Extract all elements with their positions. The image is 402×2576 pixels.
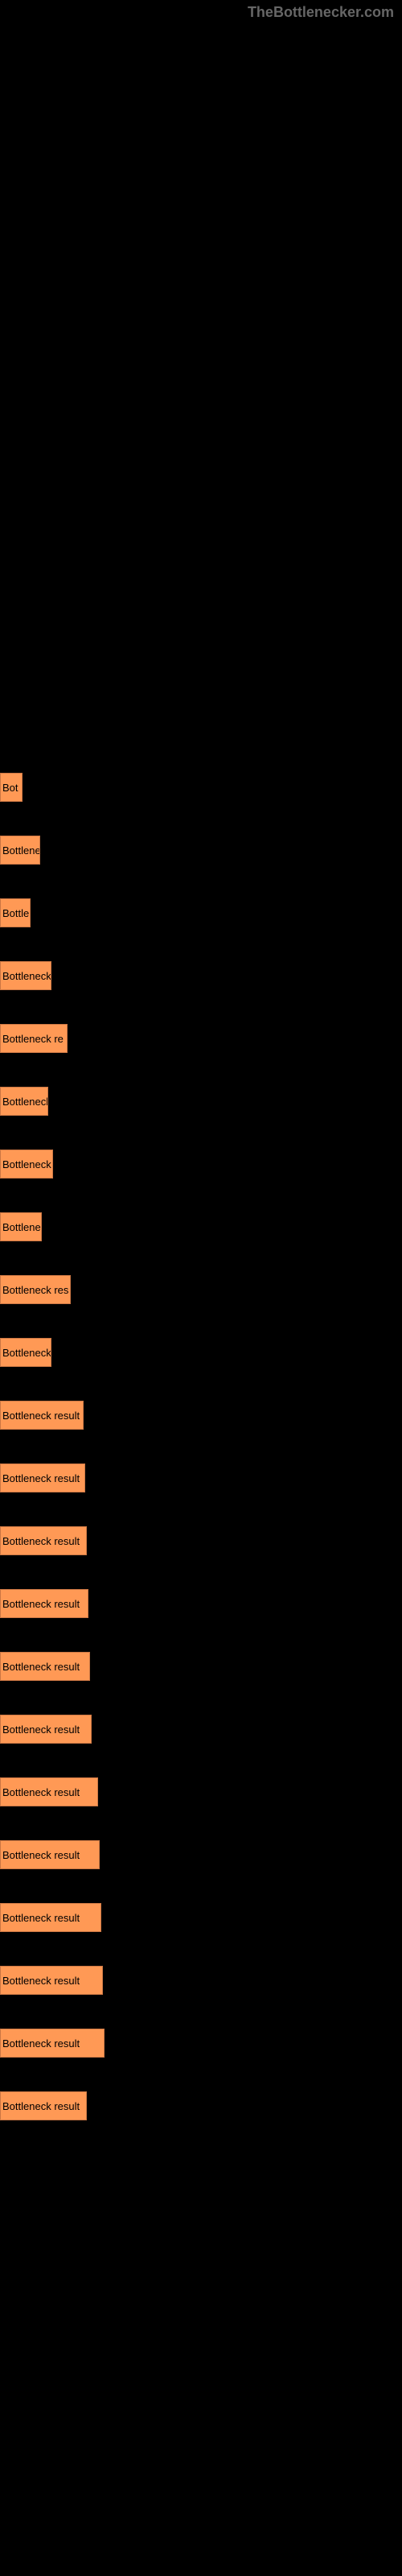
bar-label: Bottleneck result: [2, 1849, 80, 1861]
bar-wrapper: Bottle: [0, 898, 402, 927]
bar-wrapper: Bot: [0, 773, 402, 802]
bar-wrapper: Bottleneck result: [0, 1715, 402, 1744]
bar-wrapper: Bottlene: [0, 836, 402, 865]
bar-wrapper: Bottleneck result: [0, 1401, 402, 1430]
bar-chart: Bot Bottlene Bottle Bottleneck Bottleneck re…: [0, 0, 402, 2186]
bar-wrapper: Bottleneck: [0, 1087, 402, 1116]
bar-label: Bottleneck result: [2, 1724, 80, 1736]
bar-wrapper: Bottleneck res: [0, 1275, 402, 1304]
chart-bar: Bottleneck result: [0, 1589, 88, 1618]
chart-bar: Bottleneck result: [0, 2091, 87, 2120]
bar-label: Bottleneck: [2, 1347, 51, 1359]
bar-label: Bottleneck: [2, 1096, 48, 1108]
bar-label: Bottleneck result: [2, 1598, 80, 1610]
bar-wrapper: Bottleneck result: [0, 2091, 402, 2120]
chart-bar: Bottleneck result: [0, 1401, 84, 1430]
chart-bar: Bottleneck: [0, 1087, 48, 1116]
bar-wrapper: Bottleneck result: [0, 1966, 402, 1995]
bar-label: Bottle: [2, 907, 29, 919]
chart-bar: Bottleneck result: [0, 1903, 101, 1932]
bar-label: Bot: [2, 782, 18, 794]
bar-label: Bottleneck re: [2, 1033, 64, 1045]
chart-bar: Bottleneck res: [0, 1275, 71, 1304]
bar-label: Bottleneck result: [2, 1410, 80, 1422]
bar-label: Bottleneck result: [2, 1786, 80, 1798]
bar-wrapper: Bottleneck: [0, 961, 402, 990]
bar-label: Bottleneck result: [2, 1661, 80, 1673]
chart-bar: Bottleneck re: [0, 1024, 68, 1053]
bar-label: Bottleneck res: [2, 1284, 68, 1296]
bar-label: Bottleneck result: [2, 1975, 80, 1987]
bar-label: Bottleneck: [2, 970, 51, 982]
bar-label: Bottleneck: [2, 1158, 51, 1170]
bar-label: Bottlene: [2, 844, 40, 857]
chart-bar: Bottle: [0, 898, 31, 927]
bar-wrapper: Bottleneck result: [0, 1589, 402, 1618]
chart-bar: Bottleneck result: [0, 1463, 85, 1492]
bar-wrapper: Bottleneck result: [0, 1652, 402, 1681]
bar-label: Bottleneck result: [2, 1535, 80, 1547]
chart-bar: Bottleneck: [0, 1150, 53, 1179]
bar-wrapper: Bottlene: [0, 1212, 402, 1241]
chart-bar: Bot: [0, 773, 23, 802]
chart-bar: Bottleneck result: [0, 1966, 103, 1995]
chart-bar: Bottlene: [0, 1212, 42, 1241]
chart-bar: Bottleneck result: [0, 1777, 98, 1806]
chart-bar: Bottleneck result: [0, 1840, 100, 1869]
chart-bar: Bottlene: [0, 836, 40, 865]
chart-bar: Bottleneck result: [0, 1652, 90, 1681]
bar-wrapper: Bottleneck result: [0, 1463, 402, 1492]
chart-bar: Bottleneck result: [0, 1526, 87, 1555]
bar-wrapper: Bottleneck: [0, 1338, 402, 1367]
chart-bar: Bottleneck: [0, 1338, 51, 1367]
bar-label: Bottlene: [2, 1221, 41, 1233]
chart-bar: Bottleneck result: [0, 1715, 92, 1744]
bar-wrapper: Bottleneck result: [0, 1777, 402, 1806]
chart-bar: Bottleneck: [0, 961, 51, 990]
bar-label: Bottleneck result: [2, 1472, 80, 1484]
bar-wrapper: Bottleneck result: [0, 2029, 402, 2058]
chart-bar: Bottleneck result: [0, 2029, 105, 2058]
watermark-text: TheBottlenecker.com: [248, 4, 394, 21]
bar-label: Bottleneck result: [2, 2100, 80, 2112]
bar-wrapper: Bottleneck: [0, 1150, 402, 1179]
bar-wrapper: Bottleneck result: [0, 1840, 402, 1869]
bar-label: Bottleneck result: [2, 2037, 80, 2050]
bar-wrapper: Bottleneck result: [0, 1903, 402, 1932]
bar-label: Bottleneck result: [2, 1912, 80, 1924]
bar-wrapper: Bottleneck re: [0, 1024, 402, 1053]
bar-wrapper: Bottleneck result: [0, 1526, 402, 1555]
